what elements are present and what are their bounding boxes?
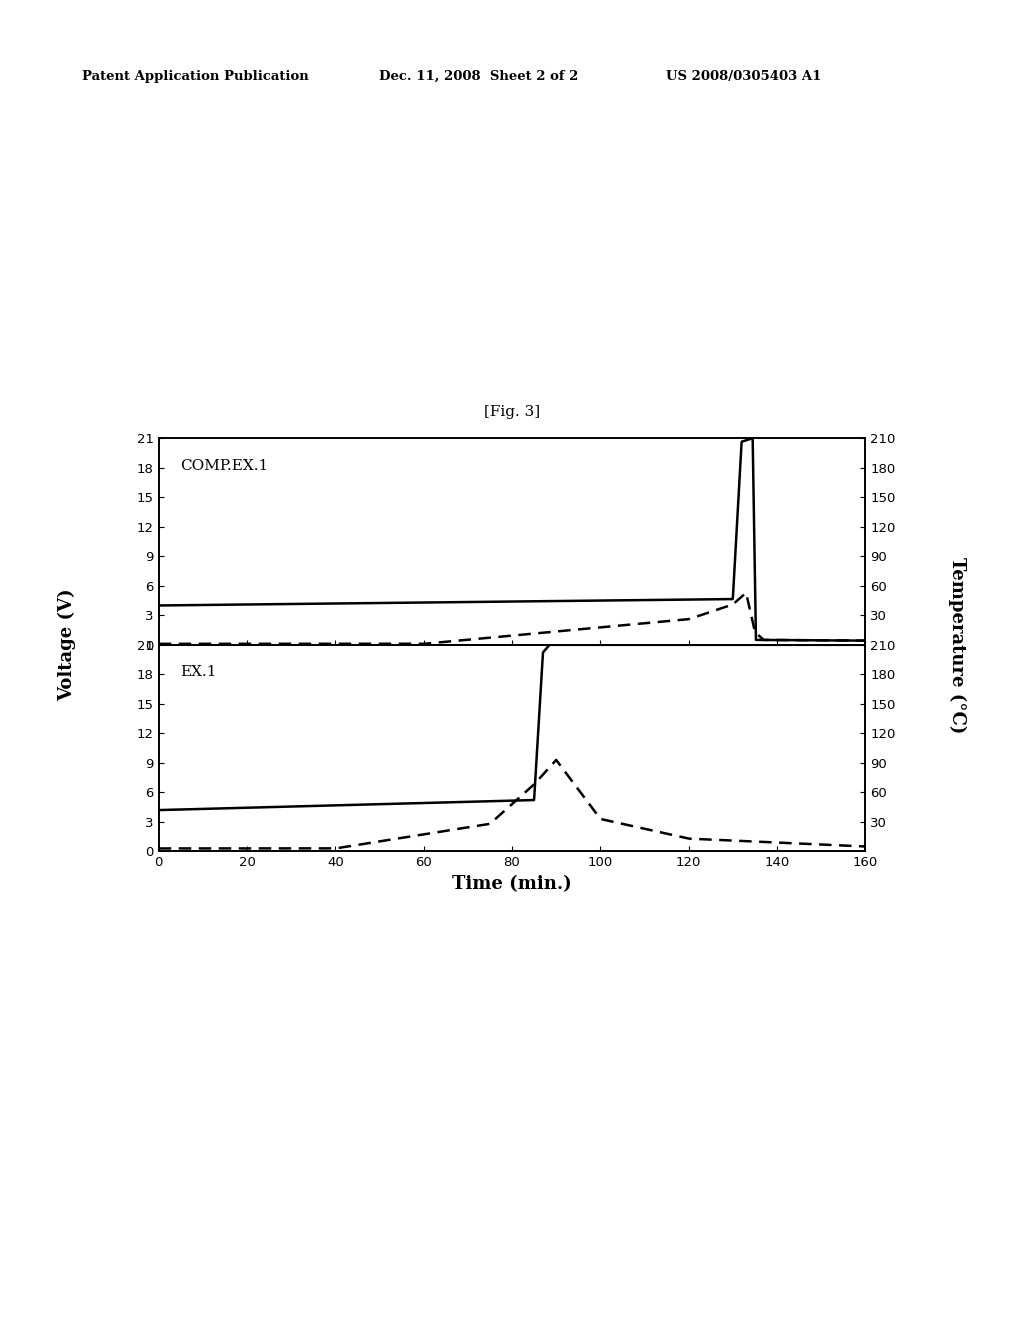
Text: COMP.EX.1: COMP.EX.1 [180,459,268,473]
Text: Voltage (V): Voltage (V) [57,589,76,701]
Text: US 2008/0305403 A1: US 2008/0305403 A1 [666,70,821,83]
Text: Temperature (°C): Temperature (°C) [948,557,967,733]
Text: Patent Application Publication: Patent Application Publication [82,70,308,83]
Text: EX.1: EX.1 [180,665,216,680]
Text: [Fig. 3]: [Fig. 3] [484,405,540,418]
Text: Dec. 11, 2008  Sheet 2 of 2: Dec. 11, 2008 Sheet 2 of 2 [379,70,579,83]
X-axis label: Time (min.): Time (min.) [453,875,571,892]
